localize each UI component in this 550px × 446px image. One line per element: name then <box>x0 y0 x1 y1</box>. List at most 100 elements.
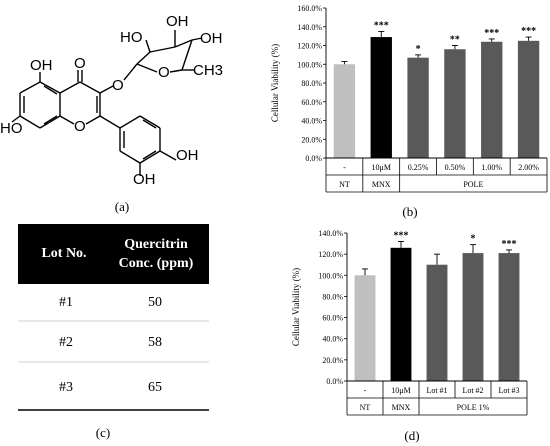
table-cell-conc: 50 <box>148 295 162 310</box>
bond <box>139 150 161 164</box>
significance-label: *** <box>374 20 389 31</box>
lot-table: Lot No. Quercitrin Conc. (ppm) #1 50 #2 … <box>18 224 209 411</box>
table-header-conc-line1: Quercitrin <box>124 237 188 252</box>
structure-labels: HO OH OH O CH3 OH O O HO O OH OH <box>0 13 223 188</box>
bar <box>390 247 412 381</box>
significance-label: *** <box>521 26 536 37</box>
x-category-label: 2.00% <box>518 163 539 172</box>
table-cell-conc: 65 <box>148 380 162 395</box>
bond <box>85 115 101 125</box>
group-label: NT <box>360 403 371 412</box>
bond <box>19 81 41 94</box>
y-tick-label: 60.0% <box>301 98 322 107</box>
panel-label-d: (d) <box>404 428 419 443</box>
significance-label: * <box>416 44 421 55</box>
table-header-background <box>18 224 209 284</box>
panel-label-b: (b) <box>402 204 417 219</box>
y-axis-title: Cellular Viability (%) <box>270 44 280 122</box>
panel-label-a: (a) <box>115 199 129 214</box>
bond <box>119 150 141 164</box>
bar <box>481 41 503 158</box>
bar <box>426 264 448 381</box>
bond <box>39 115 61 129</box>
bar <box>444 49 466 158</box>
bond <box>99 85 114 94</box>
group-label: POLE 1% <box>457 403 490 412</box>
atom-label: O <box>158 64 170 81</box>
bar <box>407 57 429 158</box>
y-tick-label: 40.0% <box>322 335 343 344</box>
atom-label: O <box>74 118 86 135</box>
y-tick-label: 0.0% <box>305 154 322 163</box>
table-header-conc-line2: Conc. (ppm) <box>119 256 194 271</box>
y-tick-label: 0.0% <box>326 377 343 386</box>
bond <box>79 81 101 94</box>
group-label: MNX <box>392 403 411 412</box>
bond <box>142 119 157 129</box>
bond <box>11 115 21 123</box>
bond <box>119 115 141 129</box>
y-tick-label: 120.0% <box>297 42 322 51</box>
chart-d: Cellular Viability (%) 0.0% 20.0% 40.0% 60.0… <box>291 229 528 416</box>
bond <box>191 37 203 41</box>
y-tick-label: 160.0% <box>297 4 322 13</box>
x-category-label: 1.00% <box>481 163 502 172</box>
x-category-label: Lot #1 <box>426 386 447 395</box>
atom-label: OH <box>200 30 223 47</box>
y-tick-label: 100.0% <box>297 60 322 69</box>
panel-label-c: (c) <box>96 425 110 440</box>
bond <box>149 46 176 53</box>
significance-label: *** <box>484 28 499 39</box>
atom-label: HO <box>120 29 143 46</box>
bond <box>43 115 58 125</box>
significance-label: ** <box>450 35 460 46</box>
bond <box>142 150 157 160</box>
atom-label: OH <box>133 171 156 188</box>
bond <box>159 150 177 161</box>
atom-label: OH <box>30 57 53 74</box>
bond <box>19 115 41 129</box>
bond <box>181 39 193 71</box>
chart-b: Cellular Viability (%) 0.0% 20.0% 40.0% 60.0… <box>270 4 548 193</box>
group-label: NT <box>339 180 350 189</box>
table-header-lot: Lot No. <box>41 246 86 261</box>
significance-label: *** <box>394 230 409 241</box>
bond <box>139 115 161 129</box>
table-cell-lot: #1 <box>59 295 73 310</box>
bond <box>136 51 151 65</box>
atom-label: OH <box>176 147 199 164</box>
x-category-label: Lot #3 <box>498 386 519 395</box>
quercitrin-structure <box>11 30 203 176</box>
x-category-label: 0.50% <box>445 163 466 172</box>
bar <box>498 253 520 381</box>
atom-label: HO <box>0 120 23 137</box>
bond <box>59 81 81 94</box>
x-category-label: 10μM <box>391 386 410 395</box>
x-category-label: 0.25% <box>408 163 429 172</box>
y-axis-title: Cellular Viability (%) <box>291 268 301 346</box>
atom-label: O <box>112 77 124 94</box>
x-category-label: Lot #2 <box>462 386 483 395</box>
group-label: MNX <box>372 180 391 189</box>
bar <box>354 275 376 381</box>
x-category-label: - <box>343 163 346 172</box>
significance-label: *** <box>502 239 517 250</box>
y-tick-label: 20.0% <box>322 356 343 365</box>
y-tick-label: 140.0% <box>297 23 322 32</box>
y-tick-label: 120.0% <box>318 250 343 259</box>
y-tick-label: 100.0% <box>318 271 343 280</box>
bond <box>169 69 183 73</box>
bond <box>136 63 158 73</box>
atom-label: CH3 <box>193 62 223 79</box>
atom-label: O <box>74 55 86 72</box>
bond <box>174 39 193 48</box>
y-tick-label: 40.0% <box>301 117 322 126</box>
table-cell-lot: #3 <box>59 380 73 395</box>
table-cell-conc: 58 <box>148 335 162 350</box>
bond <box>39 81 61 94</box>
bar <box>333 64 356 158</box>
bar <box>370 37 392 158</box>
y-tick-label: 20.0% <box>301 135 322 144</box>
y-tick-label: 140.0% <box>318 229 343 238</box>
